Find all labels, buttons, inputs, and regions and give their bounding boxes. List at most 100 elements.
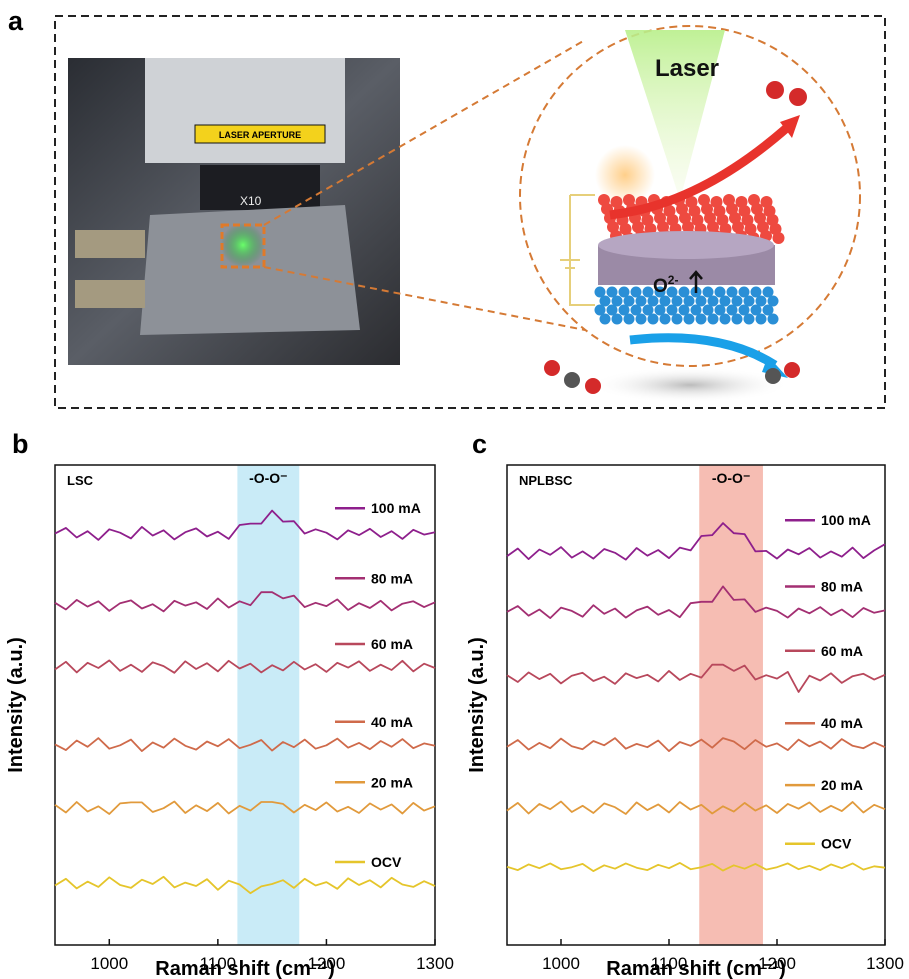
cathode-atom (683, 295, 695, 307)
cathode-atom (731, 295, 743, 307)
cathode-atom (767, 295, 779, 307)
legend-label: 60 mA (371, 636, 413, 652)
cathode-atom (654, 304, 666, 316)
highlight-band (699, 465, 763, 945)
legend-label: 40 mA (371, 714, 413, 730)
cathode-atom (635, 295, 647, 307)
atom (765, 368, 781, 384)
spectrum-line (54, 737, 436, 752)
cathode-atom (719, 295, 731, 307)
x-tick-label: 1300 (866, 954, 904, 973)
atom (564, 372, 580, 388)
cathode-atom (714, 304, 726, 316)
zoom-line (263, 39, 586, 226)
oxygen-arrow (609, 121, 793, 220)
cathode-atom (767, 313, 779, 325)
cathode-atom (666, 304, 678, 316)
zoom-box (220, 223, 266, 269)
cathode-atom (635, 313, 647, 325)
spectrum-line (54, 875, 436, 895)
panel-label: c (472, 429, 487, 459)
panel-label: b (12, 429, 29, 459)
oxygen-atom (735, 196, 748, 208)
cathode-atom (654, 286, 666, 298)
cathode-atom (630, 304, 642, 316)
cathode-atom (707, 313, 719, 325)
cathode-atom (731, 313, 743, 325)
cathode-atom (690, 304, 702, 316)
aperture-housing (145, 58, 345, 163)
legend-label: 20 mA (371, 774, 413, 790)
y-axis-title: Intensity (a.u.) (466, 637, 488, 773)
x-axis-title: Raman shift (cm⁻¹) (606, 958, 785, 979)
cathode-atom (695, 313, 707, 325)
zoom-circle (519, 25, 861, 367)
cathode-atom (606, 286, 618, 298)
highlight-band (237, 465, 300, 945)
legend-label: 80 mA (821, 578, 863, 594)
cathode-atom (683, 313, 695, 325)
spectrum-line (54, 800, 436, 815)
objective (200, 165, 320, 210)
legend-label: 80 mA (371, 570, 413, 586)
legend-label: 100 mA (371, 500, 421, 516)
band-label: -O-O⁻ (712, 470, 751, 486)
cathode-atom (726, 286, 738, 298)
legend-label: 60 mA (821, 643, 863, 659)
cathode-atom (659, 295, 671, 307)
ion: O (653, 276, 668, 297)
zoom-line (263, 266, 586, 331)
ion-text: O2- (653, 273, 678, 297)
cathode-atom (678, 286, 690, 298)
ion-arrow (689, 270, 703, 293)
photo: LASER APERTURE X10 (68, 58, 400, 365)
oxygen-atom (685, 196, 698, 208)
ion-charge: 2- (668, 273, 679, 287)
cathode-atom (762, 286, 774, 298)
oxygen-atom (760, 196, 773, 208)
y-axis-title: Intensity (a.u.) (5, 637, 27, 773)
cathode-atom (750, 286, 762, 298)
cathode-atom (611, 295, 623, 307)
cathode-atom (750, 304, 762, 316)
atom (784, 362, 800, 378)
oxygen-atom (623, 194, 635, 206)
cathode-atom (623, 295, 635, 307)
arrow-head (780, 115, 800, 138)
legend-label: OCV (371, 854, 402, 870)
oxygen-atom (598, 194, 610, 206)
spectrum-line (506, 663, 886, 693)
x-tick-label: 1200 (758, 954, 796, 973)
plot-frame (54, 464, 436, 946)
cathode-atom (623, 313, 635, 325)
spectrum-line (506, 585, 886, 619)
legend-label: 40 mA (821, 715, 863, 731)
x-tick-label: 1000 (542, 954, 580, 973)
cathode-atom (738, 304, 750, 316)
cathode-atom (678, 304, 690, 316)
spectrum-line (506, 737, 886, 752)
x-tick-label: 1100 (651, 954, 688, 973)
co-arrow (629, 333, 778, 369)
oxygen-atom (723, 194, 735, 206)
cathode-atom (695, 295, 707, 307)
cathode-atom (719, 313, 731, 325)
oxygen-atom (748, 194, 760, 206)
cathode-atom (642, 286, 654, 298)
cathode-atom (666, 286, 678, 298)
cathode-atom (755, 295, 767, 307)
cathode-atom (606, 304, 618, 316)
shadow (590, 367, 790, 403)
atom (544, 360, 560, 376)
connector (75, 230, 145, 258)
spectrum-line (506, 522, 886, 561)
cathode-atom (599, 295, 611, 307)
x-tick-label: 1000 (90, 954, 128, 973)
connector (75, 280, 145, 308)
cathode-atom (702, 304, 714, 316)
laser-beam (625, 30, 725, 200)
cathode-atom (714, 286, 726, 298)
spectrum-line (54, 509, 436, 541)
cathode-atom (743, 295, 755, 307)
